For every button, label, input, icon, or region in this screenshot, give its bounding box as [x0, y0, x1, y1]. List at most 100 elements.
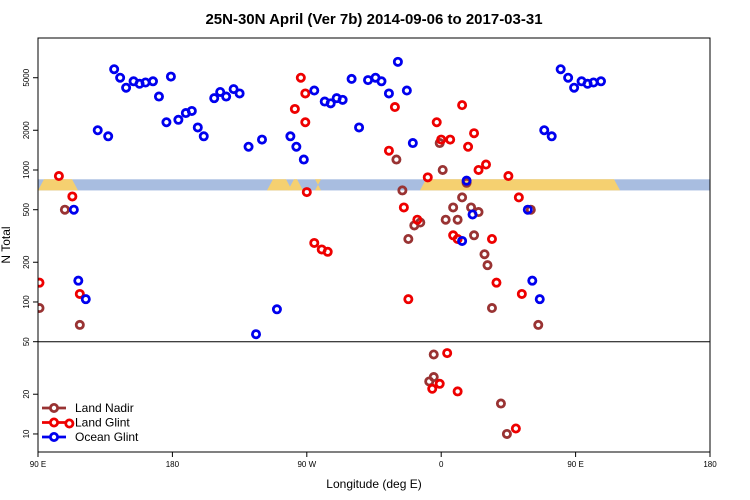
data-point — [546, 131, 557, 142]
data-point — [479, 249, 490, 260]
data-point — [165, 71, 176, 82]
data-point — [92, 125, 103, 136]
y-tick-label: 1000 — [22, 161, 31, 179]
data-point — [140, 77, 151, 88]
legend-label: Land Nadir — [75, 401, 134, 415]
data-point — [534, 294, 545, 305]
data-point — [398, 202, 409, 213]
data-point — [80, 294, 91, 305]
data-point — [325, 98, 336, 109]
data-point — [74, 319, 85, 330]
data-point — [491, 277, 502, 288]
data-point — [431, 117, 442, 128]
data-point — [457, 192, 468, 203]
data-point — [103, 131, 114, 142]
data-point — [285, 131, 296, 142]
data-point — [115, 72, 126, 83]
legend-marker — [49, 431, 60, 442]
series-land-glint — [38, 72, 527, 434]
data-point — [153, 91, 164, 102]
data-point — [403, 294, 414, 305]
data-point — [486, 233, 497, 244]
y-axis: 10 20 50 100 200 500 1000 2000 5000 — [22, 68, 38, 438]
data-point — [452, 386, 463, 397]
data-point — [588, 77, 599, 88]
x-tick-label: 180 — [703, 460, 717, 469]
data-point — [407, 138, 418, 149]
x-tick-label: 90 E — [30, 460, 46, 469]
data-point — [73, 275, 84, 286]
data-point — [495, 398, 506, 409]
data-point — [463, 141, 474, 152]
data-point — [503, 171, 514, 182]
data-point — [563, 72, 574, 83]
data-point — [243, 141, 254, 152]
data-point — [121, 82, 132, 93]
x-tick-label: 180 — [166, 460, 180, 469]
y-tick-label: 2000 — [22, 121, 31, 139]
band-layer — [38, 179, 710, 191]
data-point — [295, 72, 306, 83]
data-point — [59, 204, 70, 215]
data-point — [383, 88, 394, 99]
legend-label: Ocean Glint — [75, 430, 139, 444]
data-point — [437, 164, 448, 175]
data-point — [501, 428, 512, 439]
band-highlight — [38, 179, 78, 191]
data-point — [147, 76, 158, 87]
chart-title: 25N-30N April (Ver 7b) 2014-09-06 to 201… — [205, 11, 542, 28]
y-tick-label: 20 — [22, 389, 31, 398]
data-point — [376, 76, 387, 87]
data-point — [428, 372, 439, 383]
y-tick-label: 200 — [22, 255, 31, 269]
data-point — [510, 423, 521, 434]
data-point — [448, 202, 459, 213]
plot-frame — [37, 37, 711, 453]
data-point — [346, 73, 357, 84]
band — [38, 179, 710, 191]
data-point — [569, 82, 580, 93]
y-tick-label: 10 — [22, 429, 31, 438]
data-point — [391, 154, 402, 165]
band-highlight — [420, 179, 620, 191]
data-point — [469, 230, 480, 241]
data-point — [467, 209, 478, 220]
data-point — [461, 175, 472, 186]
data-point — [469, 128, 480, 139]
data-point — [309, 85, 320, 96]
data-point — [64, 418, 75, 429]
y-tick-label: 500 — [22, 203, 31, 217]
data-point — [215, 86, 226, 97]
y-tick-label: 100 — [22, 295, 31, 309]
band-highlight — [315, 179, 321, 191]
data-point — [38, 303, 45, 314]
data-point — [436, 134, 447, 145]
data-point — [192, 122, 203, 133]
data-point — [457, 235, 468, 246]
data-point — [397, 185, 408, 196]
data-point — [428, 349, 439, 360]
data-point — [337, 94, 348, 105]
data-point — [186, 105, 197, 116]
data-point — [383, 145, 394, 156]
band-highlight — [267, 179, 292, 191]
data-point — [289, 103, 300, 114]
data-point — [527, 275, 538, 286]
data-point — [291, 141, 302, 152]
data-point — [309, 237, 320, 248]
data-point — [473, 164, 484, 175]
data-point — [234, 88, 245, 99]
x-axis-label: Longitude (deg E) — [326, 477, 421, 491]
data-point — [209, 93, 220, 104]
data-point — [412, 214, 423, 225]
data-point — [555, 64, 566, 75]
data-point — [452, 214, 463, 225]
data-point — [221, 91, 232, 102]
data-point — [595, 76, 606, 87]
y-axis-label: N Total — [0, 226, 13, 263]
data-point — [457, 100, 468, 111]
data-point — [403, 233, 414, 244]
x-tick-label: 0 — [439, 460, 444, 469]
